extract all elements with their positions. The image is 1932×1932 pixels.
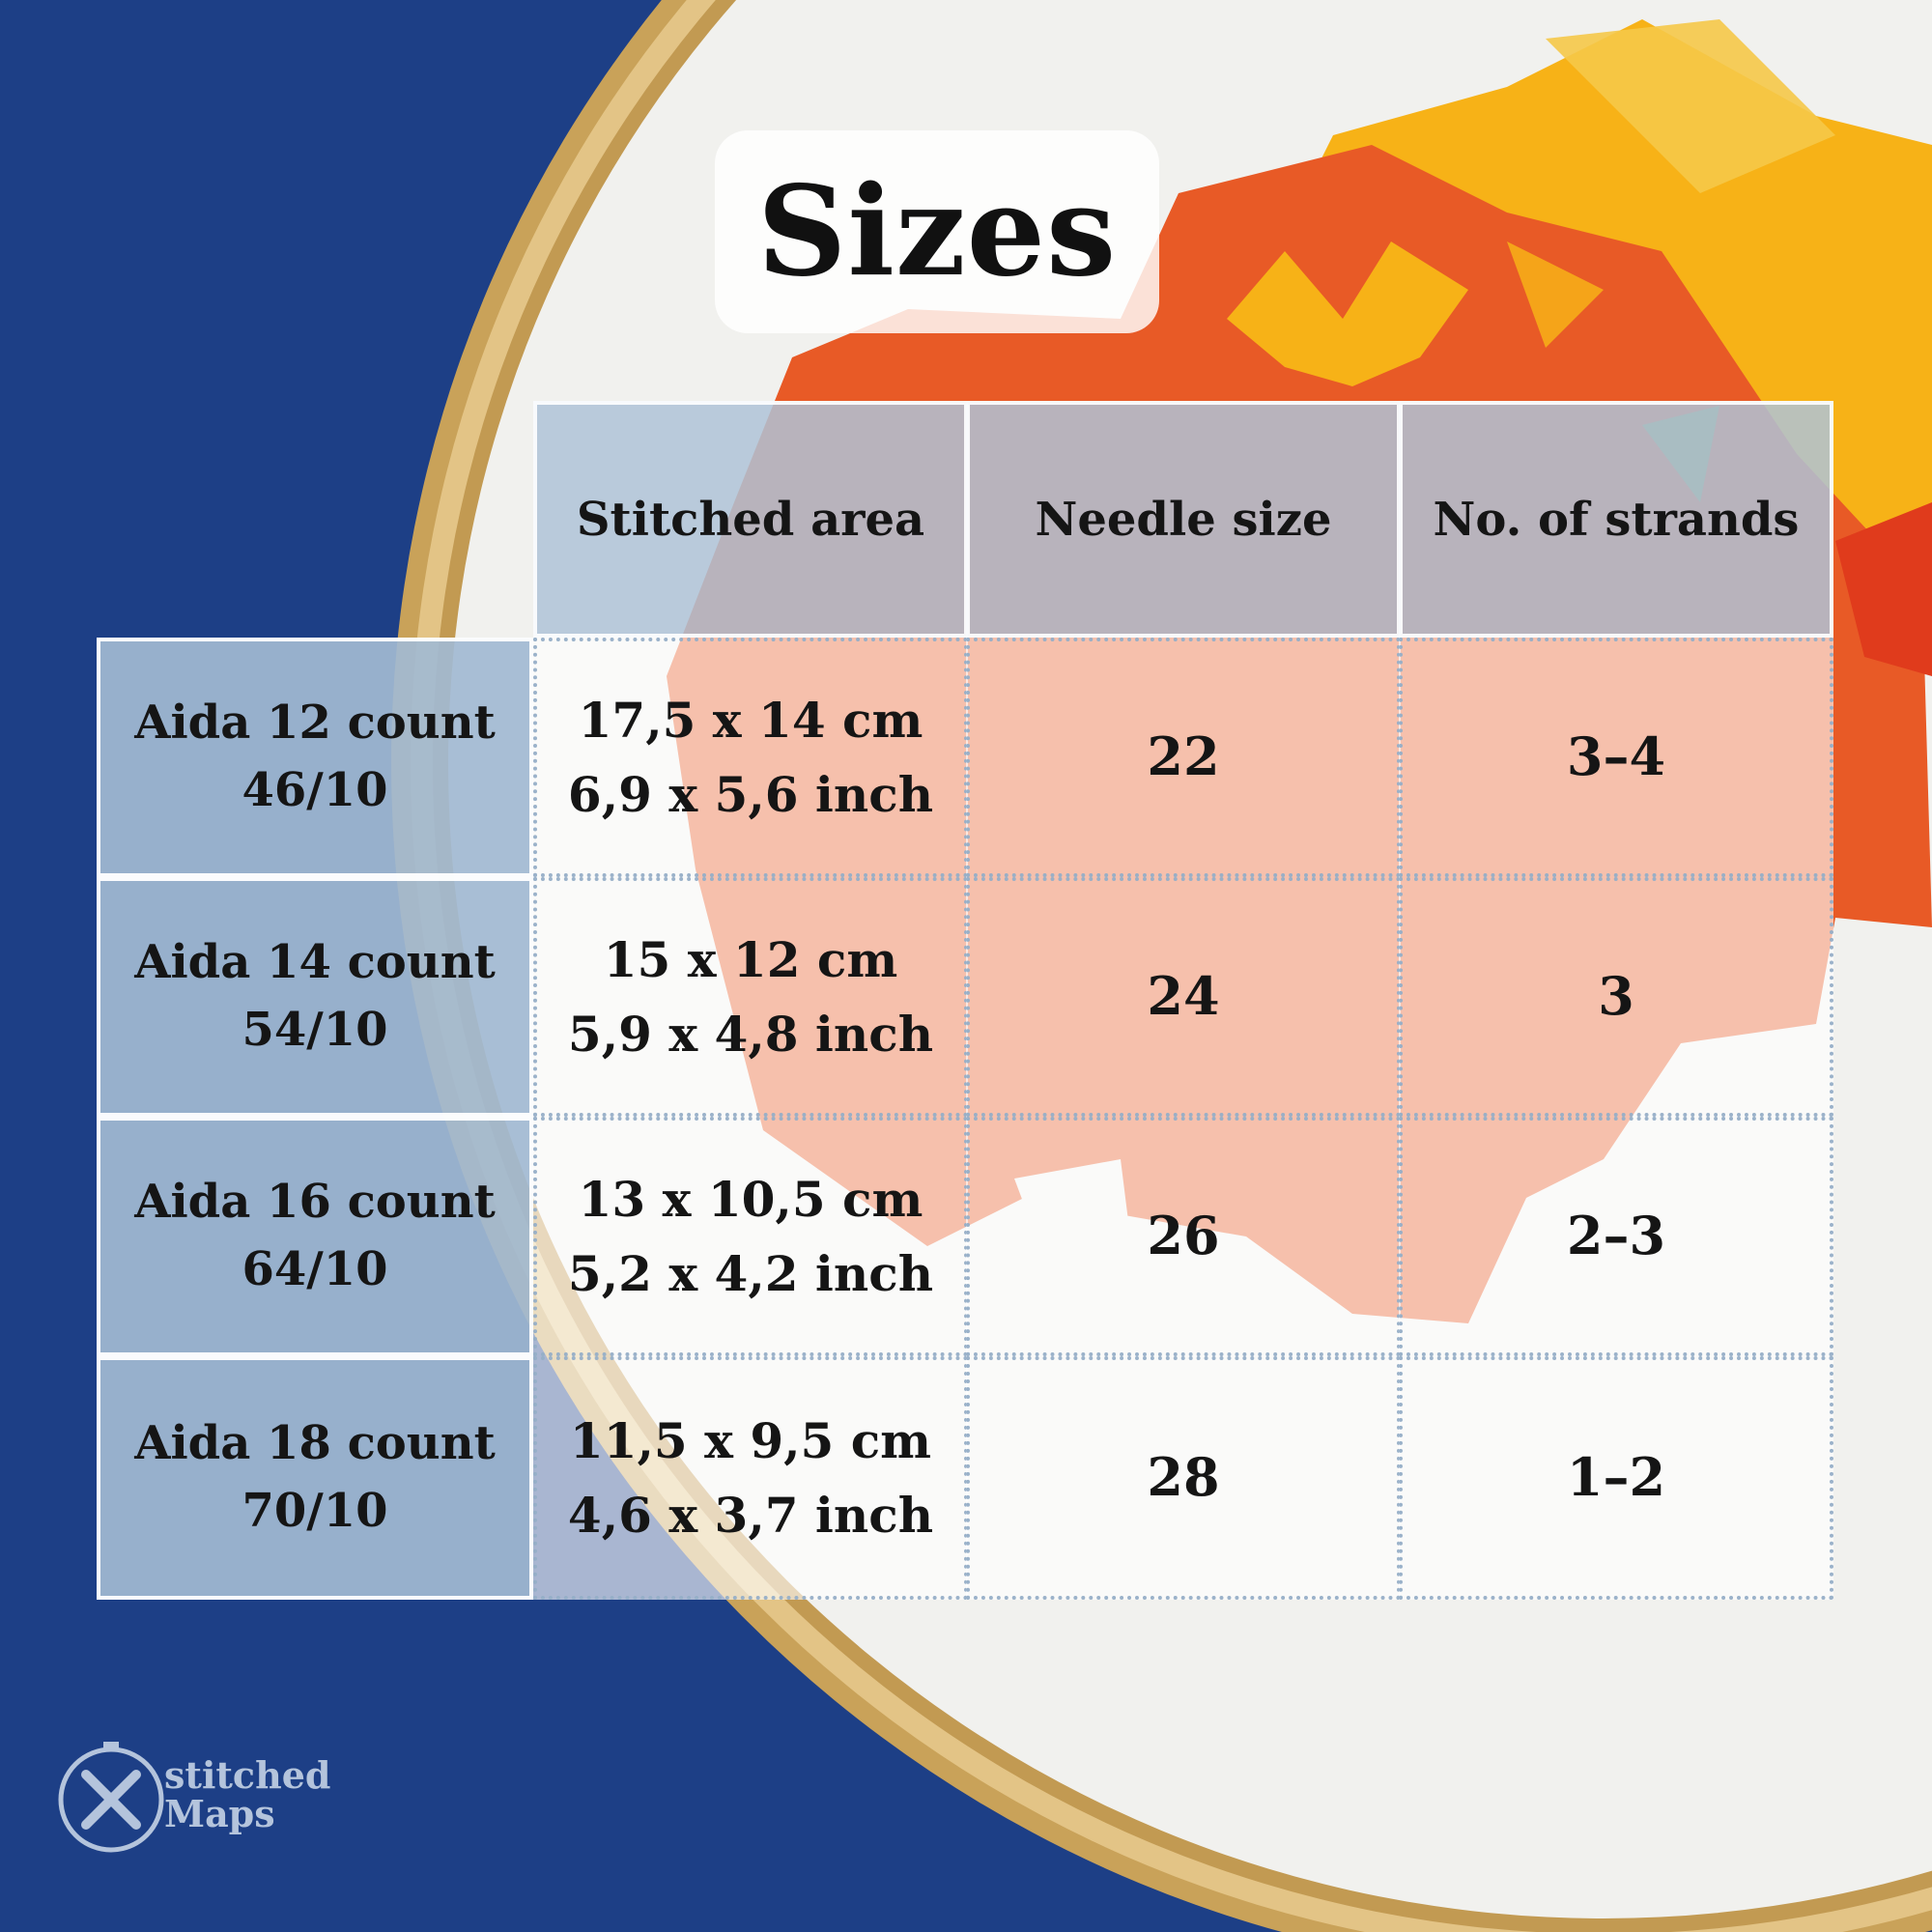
cell-stitched-area: 17,5 x 14 cm 6,9 x 5,6 inch: [533, 638, 968, 877]
cell-stitched-area: 13 x 10,5 cm 5,2 x 4,2 inch: [533, 1117, 968, 1356]
column-header-needle-size: Needle size: [966, 401, 1401, 638]
brand-line-2: Maps: [164, 1791, 275, 1835]
needle-value: 28: [1147, 1446, 1220, 1509]
cell-strands: 3–4: [1399, 638, 1833, 877]
strands-value: 2–3: [1566, 1205, 1666, 1267]
cell-stitched-area: 15 x 12 cm 5,9 x 4,8 inch: [533, 877, 968, 1117]
header-label: No. of strands: [1433, 492, 1800, 547]
strands-value: 1–2: [1566, 1446, 1666, 1509]
fabric-ratio: 54/10: [242, 1003, 388, 1057]
fabric-ratio: 46/10: [242, 763, 388, 817]
fabric-name: Aida 12 count: [134, 696, 496, 751]
header-label: Stitched area: [576, 492, 925, 547]
fabric-ratio: 64/10: [242, 1242, 388, 1296]
strands-value: 3: [1598, 965, 1634, 1028]
area-cm: 15 x 12 cm: [603, 930, 898, 988]
header-label: Needle size: [1035, 492, 1332, 547]
cell-stitched-area: 11,5 x 9,5 cm 4,6 x 3,7 inch: [533, 1356, 968, 1600]
title-card: Sizes: [715, 130, 1159, 333]
needle-value: 22: [1147, 725, 1220, 788]
area-cm: 13 x 10,5 cm: [578, 1170, 923, 1228]
fabric-ratio: 70/10: [242, 1484, 388, 1538]
needle-value: 26: [1147, 1205, 1220, 1267]
row-label-aida-14: Aida 14 count 54/10: [97, 877, 533, 1117]
cell-needle-size: 24: [966, 877, 1401, 1117]
fabric-name: Aida 14 count: [134, 935, 496, 990]
column-header-strands: No. of strands: [1399, 401, 1833, 638]
page-title: Sizes: [756, 159, 1118, 304]
column-header-stitched-area: Stitched area: [533, 401, 968, 638]
area-cm: 17,5 x 14 cm: [578, 691, 923, 749]
strands-value: 3–4: [1566, 725, 1666, 788]
row-label-aida-16: Aida 16 count 64/10: [97, 1117, 533, 1356]
fabric-name: Aida 16 count: [134, 1175, 496, 1230]
cell-strands: 3: [1399, 877, 1833, 1117]
row-label-aida-18: Aida 18 count 70/10: [97, 1356, 533, 1600]
brand-logo-text: stitched Maps: [164, 1756, 330, 1833]
area-inch: 5,2 x 4,2 inch: [567, 1245, 934, 1302]
fabric-name: Aida 18 count: [134, 1416, 496, 1471]
cell-needle-size: 28: [966, 1356, 1401, 1600]
area-inch: 6,9 x 5,6 inch: [567, 766, 934, 823]
cell-needle-size: 22: [966, 638, 1401, 877]
needle-value: 24: [1147, 965, 1220, 1028]
cell-strands: 2–3: [1399, 1117, 1833, 1356]
area-cm: 11,5 x 9,5 cm: [569, 1411, 932, 1469]
area-inch: 5,9 x 4,8 inch: [567, 1006, 934, 1063]
cell-needle-size: 26: [966, 1117, 1401, 1356]
x-circle-icon: [58, 1742, 164, 1853]
area-inch: 4,6 x 3,7 inch: [567, 1487, 934, 1544]
row-label-aida-12: Aida 12 count 46/10: [97, 638, 533, 877]
cell-strands: 1–2: [1399, 1356, 1833, 1600]
brand-line-1: stitched: [164, 1753, 331, 1797]
